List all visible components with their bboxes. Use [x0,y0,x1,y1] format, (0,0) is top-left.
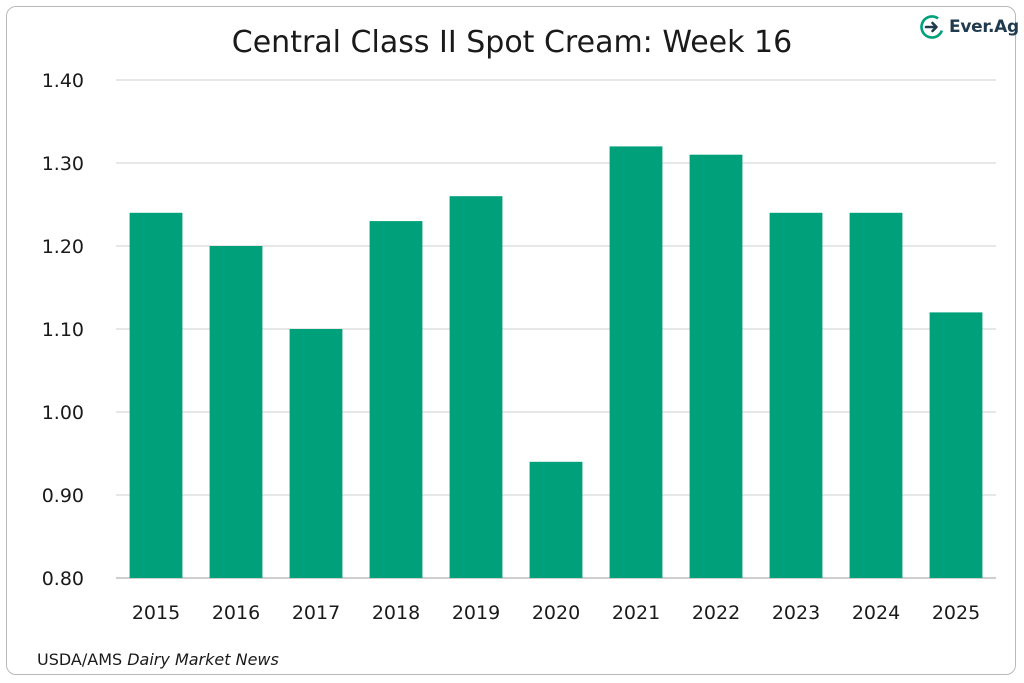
y-tick-label: 0.90 [42,485,84,507]
y-tick-label: 0.80 [42,568,84,590]
bar-2024 [849,212,903,579]
y-tick-label: 1.30 [42,153,84,175]
ever-ag-logo-icon [920,15,944,39]
y-tick-label: 1.00 [42,402,84,424]
chart-title: Central Class II Spot Cream: Week 16 [232,25,792,60]
x-tick-label: 2019 [452,602,500,624]
bars [129,146,983,579]
x-tick-label: 2024 [852,602,900,624]
bar-2016 [209,246,263,578]
bar-2025 [929,312,983,578]
bar-2020 [529,461,583,578]
logo-text: Ever.Ag [949,17,1019,37]
logo-text-main: Ever. [949,17,995,37]
source-prefix: USDA/AMS [37,650,128,669]
grid-lines [116,79,996,579]
x-tick-label: 2022 [692,602,740,624]
y-tick-label: 1.40 [42,70,84,92]
source-publication: Dairy Market News [127,650,279,669]
bar-2015 [129,212,183,579]
y-tick-label: 1.10 [42,319,84,341]
bar-2023 [769,212,823,579]
y-tick-label: 1.20 [42,236,84,258]
x-tick-label: 2015 [132,602,180,624]
x-tick-label: 2023 [772,602,820,624]
logo-text-ag: Ag [994,17,1019,37]
bar-2018 [369,221,423,578]
source-note: USDA/AMS Dairy Market News [37,650,279,669]
bar-2022 [689,154,743,578]
bar-2017 [289,329,343,578]
y-axis-ticks: 0.80 0.90 1.00 1.10 1.20 1.30 1.40 [42,70,84,590]
x-tick-label: 2017 [292,602,340,624]
x-tick-label: 2020 [532,602,580,624]
x-axis-ticks: 2015 2016 2017 2018 2019 2020 2021 2022 2023 2024… [132,602,980,624]
ever-ag-logo: Ever.Ag [920,15,1019,39]
x-tick-label: 2018 [372,602,420,624]
x-tick-label: 2016 [212,602,260,624]
x-tick-label: 2021 [612,602,660,624]
x-tick-label: 2025 [932,602,980,624]
bar-2019 [449,196,503,578]
bar-2021 [609,146,663,578]
